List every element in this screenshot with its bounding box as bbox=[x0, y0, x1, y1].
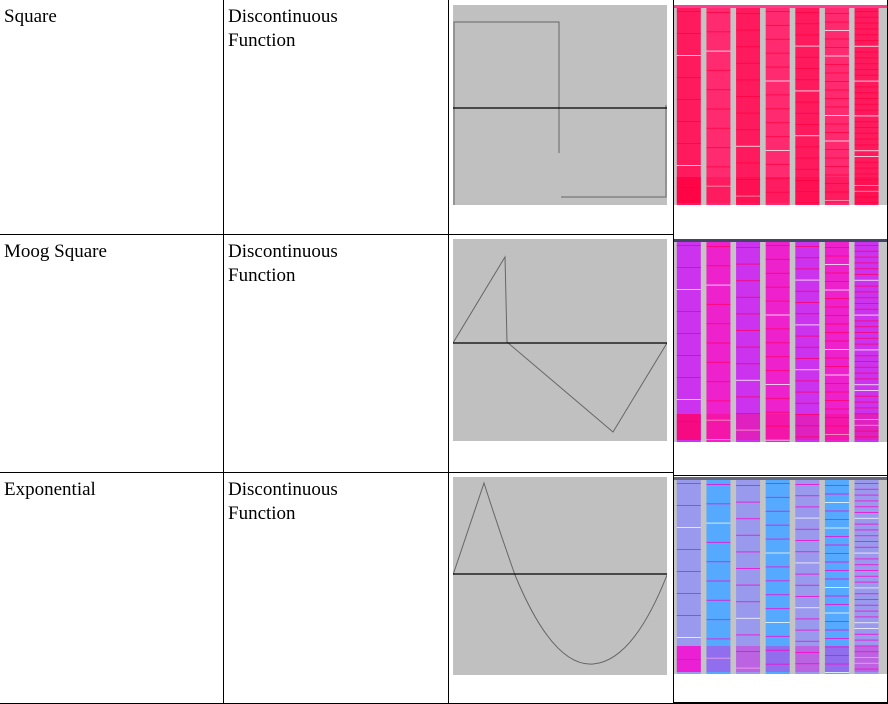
moog-square-spectrum-image bbox=[674, 239, 887, 442]
exponential-waveform-line bbox=[453, 481, 667, 665]
waveform-cell bbox=[448, 0, 674, 235]
waveform-type: Discontinuous Function bbox=[228, 479, 338, 524]
spectrum-column bbox=[706, 480, 731, 674]
spectrum-column bbox=[676, 480, 701, 674]
type-cell: Discontinuous Function bbox=[223, 234, 449, 473]
spectrum-column bbox=[824, 8, 849, 205]
type-cell: Discontinuous Function bbox=[223, 0, 449, 235]
exponential-spectrum-image bbox=[674, 477, 887, 674]
spectrum-column bbox=[795, 480, 820, 674]
type-cell: Discontinuous Function bbox=[223, 472, 449, 704]
square-spectrum-image bbox=[674, 5, 887, 205]
spectrum-column bbox=[795, 8, 820, 205]
spectrum-column bbox=[765, 8, 790, 205]
spectrum-column bbox=[854, 8, 879, 205]
waveform-type: Discontinuous Function bbox=[228, 6, 338, 51]
spectrum-column bbox=[824, 480, 849, 674]
spectrum-column bbox=[765, 242, 790, 442]
square-waveform-line-low bbox=[561, 105, 667, 198]
exponential-waveform-plot bbox=[453, 477, 667, 675]
waveform-name: Square bbox=[4, 6, 57, 27]
spectrum-column bbox=[765, 480, 790, 674]
spectrum-column bbox=[676, 242, 701, 442]
spectrum-column bbox=[706, 242, 731, 442]
waveform-type: Discontinuous Function bbox=[228, 241, 338, 286]
waveform-name: Exponential bbox=[4, 479, 96, 500]
spectrum-column bbox=[676, 8, 701, 205]
spectrum-column bbox=[854, 242, 879, 442]
moog-square-waveform-plot bbox=[453, 239, 667, 441]
spectrum-column bbox=[736, 8, 761, 205]
spectrum-column bbox=[795, 242, 820, 442]
name-cell: Square bbox=[0, 0, 224, 235]
spectrum-column bbox=[854, 480, 879, 674]
waveform-name: Moog Square bbox=[4, 241, 107, 262]
spectrum-stripes bbox=[674, 477, 887, 674]
square-waveform-line bbox=[453, 21, 560, 205]
name-cell: Moog Square bbox=[0, 234, 224, 473]
moog-square-waveform-line bbox=[453, 255, 667, 433]
spectrum-column bbox=[706, 8, 731, 205]
waveform-cell bbox=[448, 234, 674, 473]
spectrum-column bbox=[824, 242, 849, 442]
spectrum-stripes bbox=[674, 239, 887, 442]
spectrum-column bbox=[736, 242, 761, 442]
spectrum-stripes bbox=[674, 5, 887, 205]
name-cell: Exponential bbox=[0, 472, 224, 704]
waveform-cell bbox=[448, 472, 674, 704]
spectrum-column bbox=[736, 480, 761, 674]
square-waveform-plot bbox=[453, 5, 667, 205]
